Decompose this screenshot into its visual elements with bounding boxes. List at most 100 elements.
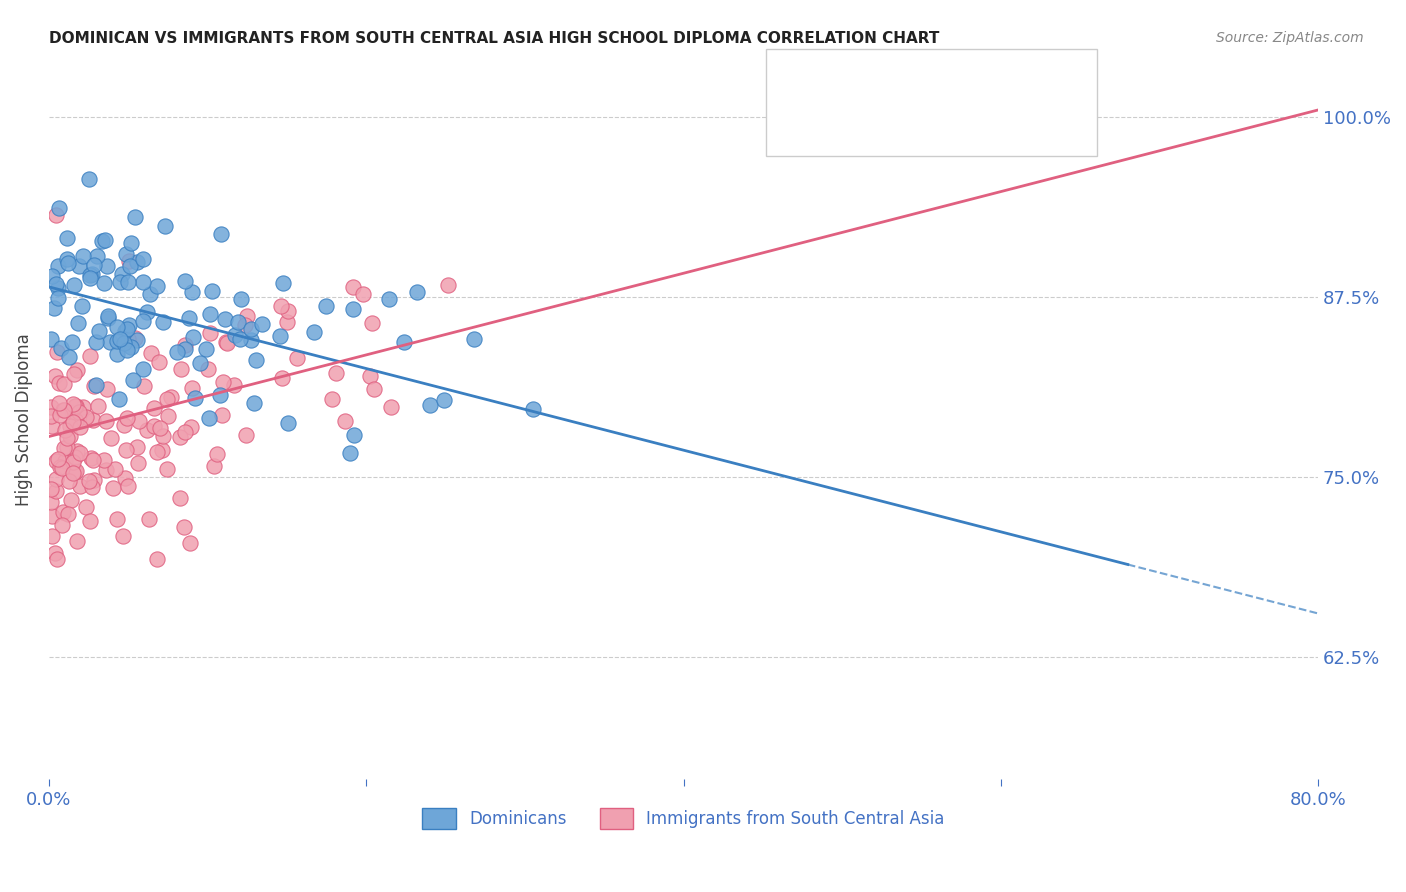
Point: [173, 520, 195, 534]
Text: R =  0.336   N = 140: R = 0.336 N = 140: [815, 107, 988, 125]
Point: [377, 293, 399, 307]
Point: [433, 392, 456, 407]
Point: [96, 414, 118, 428]
Point: [118, 254, 141, 268]
Point: [72, 401, 94, 415]
Point: [207, 447, 229, 461]
Point: [103, 481, 125, 495]
Point: [138, 511, 160, 525]
Point: [100, 431, 122, 445]
Point: [70, 299, 93, 313]
Point: [48, 396, 70, 410]
Point: [84, 334, 107, 349]
Point: [120, 259, 142, 273]
Point: [117, 479, 139, 493]
Point: [93, 276, 115, 290]
Point: [352, 286, 374, 301]
Point: [212, 375, 235, 389]
Point: [39, 400, 62, 414]
Point: [229, 332, 252, 346]
Point: [63, 465, 86, 479]
Point: [117, 276, 139, 290]
Point: [96, 382, 118, 396]
Point: [41, 509, 63, 524]
Point: [197, 362, 219, 376]
Point: [127, 457, 149, 471]
Point: [211, 409, 233, 423]
Point: [63, 399, 86, 413]
Point: [77, 172, 100, 186]
Point: [97, 309, 120, 323]
Point: [79, 349, 101, 363]
Point: [437, 278, 460, 293]
Point: [60, 404, 83, 418]
Point: [83, 379, 105, 393]
Point: [115, 410, 138, 425]
Point: [39, 333, 62, 347]
Point: [56, 252, 79, 266]
Point: [79, 268, 101, 282]
Point: [270, 371, 292, 385]
Point: [242, 395, 264, 409]
Point: [44, 369, 66, 384]
Point: [112, 417, 135, 432]
Text: R = -0.634   N = 104: R = -0.634 N = 104: [815, 62, 988, 80]
Point: [224, 327, 246, 342]
Point: [62, 466, 84, 480]
Point: [65, 414, 87, 428]
Point: [112, 336, 135, 351]
Point: [132, 252, 155, 266]
Point: [132, 379, 155, 393]
Point: [58, 474, 80, 488]
Point: [87, 324, 110, 338]
Point: [235, 428, 257, 442]
Point: [62, 397, 84, 411]
Point: [114, 471, 136, 485]
Point: [174, 342, 197, 356]
Point: [52, 403, 75, 417]
Point: [41, 268, 63, 283]
Point: [179, 536, 201, 550]
Point: [115, 322, 138, 336]
Point: [522, 402, 544, 417]
Point: [240, 322, 263, 336]
Point: [107, 392, 129, 406]
Point: [97, 310, 120, 325]
Point: [77, 474, 100, 488]
Point: [146, 445, 169, 459]
Point: [46, 259, 69, 273]
Point: [62, 415, 84, 429]
Point: [124, 331, 146, 345]
Point: [45, 454, 67, 468]
Point: [105, 347, 128, 361]
Point: [226, 315, 249, 329]
Point: [270, 299, 292, 313]
Point: [122, 373, 145, 387]
Point: [52, 442, 75, 456]
Point: [72, 249, 94, 263]
Point: [59, 493, 82, 508]
Point: [315, 300, 337, 314]
Point: [343, 427, 366, 442]
Point: [239, 333, 262, 347]
Point: [69, 479, 91, 493]
Point: [48, 201, 70, 215]
Point: [39, 482, 62, 496]
Point: [48, 459, 70, 474]
Point: [117, 343, 139, 358]
Point: [108, 332, 131, 346]
Point: [128, 414, 150, 428]
Point: [41, 419, 63, 434]
Point: [51, 517, 73, 532]
Point: [224, 378, 246, 392]
Point: [156, 409, 179, 423]
Point: [60, 335, 83, 350]
Point: [169, 430, 191, 444]
Point: [127, 333, 149, 347]
Point: [271, 276, 294, 290]
Point: [361, 316, 384, 330]
Point: [174, 274, 197, 288]
Point: [65, 464, 87, 478]
Point: [83, 473, 105, 487]
Point: [139, 286, 162, 301]
